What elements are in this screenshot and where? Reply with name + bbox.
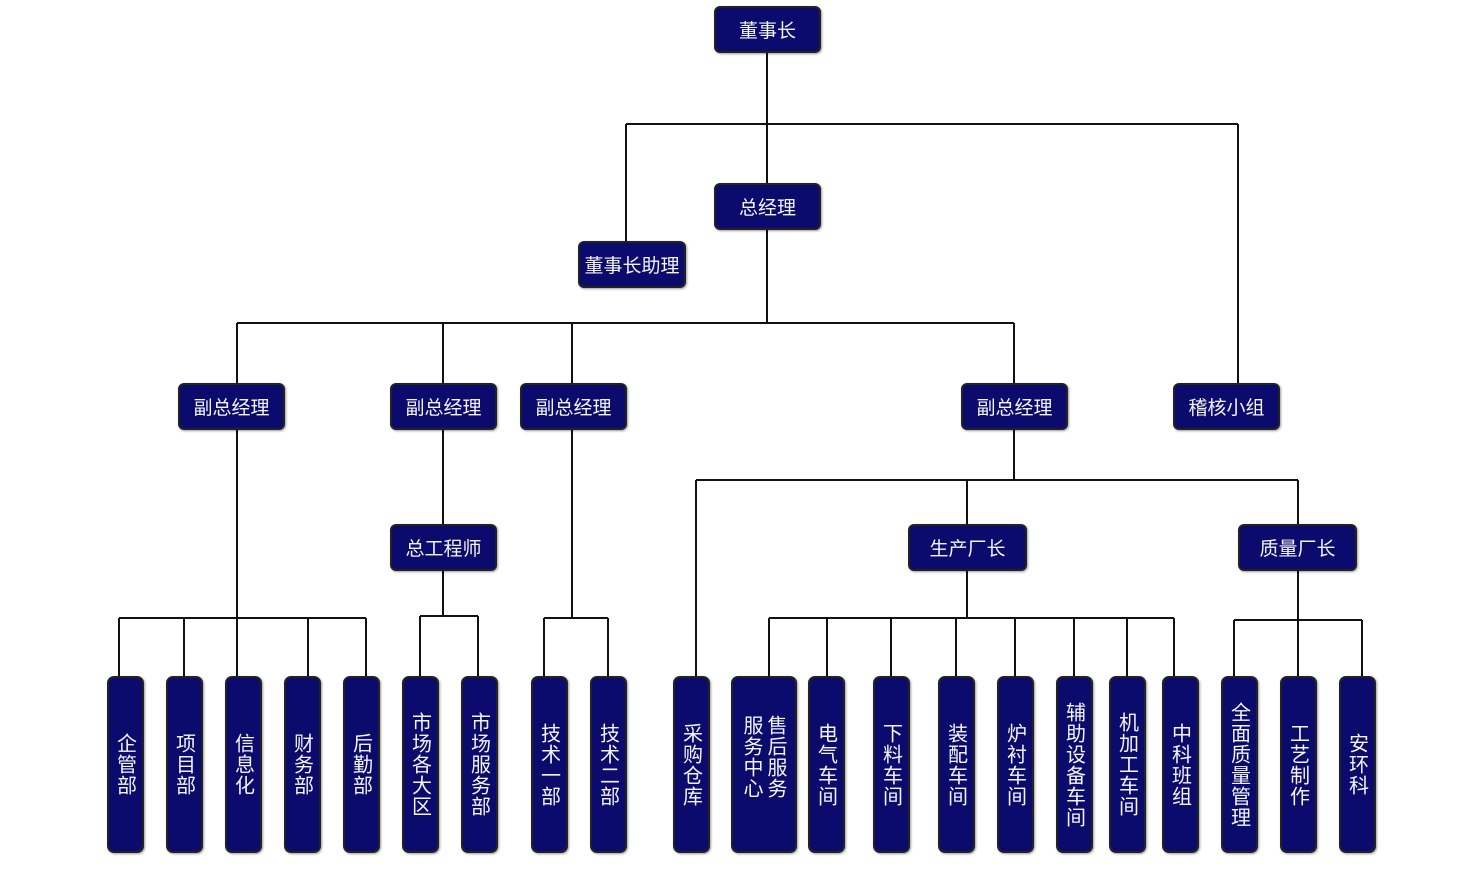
- org-node-label: 全面质量管理: [1227, 701, 1252, 828]
- org-node-label: 电气车间: [814, 722, 839, 807]
- org-node-label: 副总经理: [193, 397, 270, 419]
- org-node-label: 副总经理: [976, 397, 1053, 419]
- org-node-d12: 电气车间: [808, 676, 845, 853]
- org-node-d7: 市场服务部: [461, 676, 498, 853]
- org-node-label: 生产厂长: [929, 538, 1006, 560]
- org-node-label: 炉衬车间: [1003, 722, 1028, 807]
- org-node-d1: 企管部: [107, 676, 144, 853]
- org-node-production-director: 生产厂长: [908, 524, 1027, 571]
- org-node-label: 财务部: [290, 733, 315, 796]
- org-node-label: 技术二部: [596, 722, 621, 807]
- org-node-vgm4: 副总经理: [961, 383, 1068, 430]
- org-node-d21: 安环科: [1339, 676, 1376, 853]
- org-node-d5: 后勤部: [343, 676, 380, 853]
- org-node-d13: 下料车间: [873, 676, 910, 853]
- org-node-d16: 辅助设备车间: [1056, 676, 1093, 853]
- org-node-label: 信息化: [231, 733, 256, 796]
- org-node-d8: 技术一部: [531, 676, 568, 853]
- org-node-d20: 工艺制作: [1280, 676, 1317, 853]
- org-node-label: 安环科: [1345, 733, 1370, 796]
- org-node-vgm1: 副总经理: [178, 383, 285, 430]
- org-node-label: 下料车间: [879, 722, 904, 807]
- org-node-label: 副总经理: [535, 397, 612, 419]
- org-node-vgm2: 副总经理: [390, 383, 497, 430]
- org-node-d14: 装配车间: [938, 676, 975, 853]
- org-node-label: 项目部: [172, 733, 197, 796]
- org-node-label: 稽核小组: [1188, 397, 1265, 419]
- org-node-quality-director: 质量厂长: [1238, 524, 1357, 571]
- org-node-label: 市场各大区: [408, 712, 433, 817]
- org-node-d15: 炉衬车间: [997, 676, 1034, 853]
- org-node-d19: 全面质量管理: [1221, 676, 1258, 853]
- org-node-chairman-assistant: 董事长助理: [578, 241, 686, 288]
- org-node-chairman: 董事长: [714, 6, 821, 53]
- org-node-label: 技术一部: [537, 722, 562, 807]
- org-node-label: 中科班组: [1168, 722, 1193, 807]
- org-node-label: 装配车间: [944, 722, 969, 807]
- org-node-label: 售后服务服务中心: [740, 714, 788, 799]
- org-node-chief-engineer: 总工程师: [390, 524, 497, 571]
- org-node-label: 企管部: [113, 733, 138, 796]
- org-node-d11: 售后服务服务中心: [731, 676, 797, 853]
- org-node-gm: 总经理: [714, 183, 821, 230]
- org-node-label: 机加工车间: [1115, 712, 1140, 817]
- org-node-label: 副总经理: [405, 397, 482, 419]
- org-node-d9: 技术二部: [590, 676, 627, 853]
- org-node-audit: 稽核小组: [1173, 383, 1280, 430]
- org-node-d4: 财务部: [284, 676, 321, 853]
- org-node-label: 辅助设备车间: [1062, 701, 1087, 828]
- org-node-label: 采购仓库: [679, 722, 704, 807]
- org-node-label: 质量厂长: [1259, 538, 1336, 560]
- org-node-d18: 中科班组: [1162, 676, 1199, 853]
- org-node-d17: 机加工车间: [1109, 676, 1146, 853]
- org-node-d6: 市场各大区: [402, 676, 439, 853]
- org-node-vgm3: 副总经理: [520, 383, 627, 430]
- org-node-label: 董事长助理: [584, 255, 680, 277]
- org-node-label: 董事长: [738, 20, 796, 42]
- org-node-label: 总工程师: [405, 538, 482, 560]
- org-node-label: 后勤部: [349, 733, 374, 796]
- org-node-label: 工艺制作: [1286, 722, 1311, 807]
- org-node-d2: 项目部: [166, 676, 203, 853]
- org-node-d3: 信息化: [225, 676, 262, 853]
- org-node-label: 市场服务部: [467, 712, 492, 817]
- org-node-label: 总经理: [738, 197, 796, 219]
- org-node-d10: 采购仓库: [673, 676, 710, 853]
